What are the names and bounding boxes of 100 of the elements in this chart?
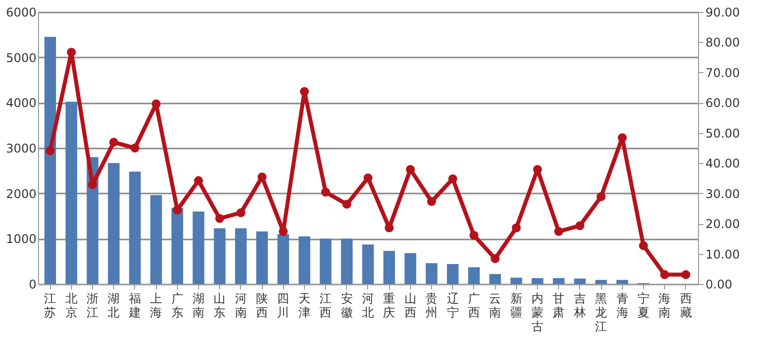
y2-tick-label: 40.00 [706, 156, 740, 171]
x-tick-label: 河北 [362, 292, 374, 320]
bar [532, 278, 544, 284]
y-tick-label: 0 [28, 278, 36, 292]
point [66, 48, 76, 57]
x-tick-label: 广西 [468, 292, 480, 320]
bar [340, 238, 353, 284]
y-tick-label: 1000 [6, 232, 36, 246]
point [533, 164, 542, 174]
bar [235, 228, 247, 284]
x-tick-label: 陕西 [256, 292, 268, 320]
x-tick-label: 甘肃 [552, 292, 565, 320]
y2-tick-label: 0.00 [706, 278, 732, 292]
y2-tick-label: 70.00 [706, 66, 740, 80]
point [130, 144, 140, 152]
point [512, 223, 521, 232]
point [575, 221, 584, 230]
y2-tick-label: 20.00 [706, 217, 740, 232]
bar [171, 208, 184, 284]
bar [66, 102, 78, 284]
point [364, 173, 372, 182]
point [46, 146, 55, 156]
x-tick-label: 吉林 [572, 292, 586, 320]
x-tick-label: 内蒙古 [532, 292, 544, 334]
x-tick-label: 安徽 [340, 292, 353, 320]
point [638, 241, 648, 250]
bar [404, 253, 416, 284]
x-tick-label: 天津 [298, 292, 310, 320]
x-tick-label: 黑龙江 [595, 292, 608, 334]
x-tick-label: 辽宁 [446, 292, 459, 320]
point [427, 197, 436, 206]
bar [108, 162, 120, 284]
point [490, 254, 500, 264]
x-tick-label: 北京 [65, 292, 78, 320]
bar [129, 172, 141, 284]
y-tick-label: 5000 [6, 50, 36, 65]
x-tick-label: 上海 [150, 292, 162, 320]
bar [383, 250, 396, 284]
point [194, 176, 203, 186]
point [215, 214, 224, 223]
bar [574, 278, 586, 284]
bar [214, 228, 226, 284]
bar [150, 195, 162, 284]
bar [489, 274, 501, 284]
bar [44, 36, 56, 284]
point [300, 87, 309, 96]
point [342, 200, 352, 209]
point [660, 270, 670, 280]
point [152, 99, 161, 108]
point [448, 174, 458, 184]
x-tick-label: 湖南 [192, 292, 204, 320]
x-tick-label: 江苏 [44, 292, 56, 320]
x-tick-label: 贵州 [426, 292, 438, 320]
y2-tick-label: 80.00 [706, 36, 740, 50]
bar [552, 278, 565, 284]
x-tick-label: 青海 [616, 292, 628, 320]
y-tick-label: 4000 [6, 96, 36, 110]
x-tick-label: 四川 [277, 292, 290, 320]
x-tick-label: 云南 [489, 292, 502, 320]
x-tick-label: 湖北 [108, 292, 120, 320]
y2-tick-label: 50.00 [706, 126, 740, 140]
bar [426, 263, 438, 284]
x-tick-label: 宁夏 [637, 292, 650, 320]
bar [277, 234, 290, 284]
x-tick-label: 海南 [658, 292, 671, 320]
bar [298, 236, 310, 284]
point [236, 208, 246, 218]
x-tick-label: 西藏 [680, 292, 692, 320]
x-tick-label: 重庆 [383, 292, 396, 320]
point [109, 138, 118, 147]
x-tick-label: 山西 [404, 292, 416, 320]
bar [446, 264, 459, 284]
bar [256, 231, 268, 284]
y2-tick-label: 60.00 [706, 96, 740, 110]
y2-tick-label: 30.00 [706, 186, 740, 201]
bar [468, 267, 480, 284]
point [469, 230, 478, 240]
x-tick-label: 江西 [320, 292, 332, 320]
point [406, 164, 415, 174]
y2-tick-label: 90.00 [706, 6, 740, 20]
bar [192, 211, 204, 284]
x-tick-label: 河南 [234, 292, 247, 320]
point [278, 226, 288, 236]
bar [362, 244, 374, 284]
point [554, 226, 564, 236]
bar [616, 280, 628, 284]
x-tick-label: 新疆 [510, 292, 522, 320]
y2-tick-label: 10.00 [706, 247, 740, 262]
x-tick-label: 广东 [171, 292, 184, 320]
point [618, 133, 627, 142]
point [321, 188, 330, 197]
x-tick-label: 福建 [128, 292, 141, 320]
point [596, 192, 606, 202]
bar [320, 238, 332, 284]
point [88, 180, 98, 190]
bar [510, 278, 522, 284]
y-tick-label: 6000 [6, 6, 36, 20]
x-tick-label: 浙江 [86, 292, 99, 320]
point [681, 270, 690, 280]
x-tick-label: 山东 [214, 292, 226, 320]
